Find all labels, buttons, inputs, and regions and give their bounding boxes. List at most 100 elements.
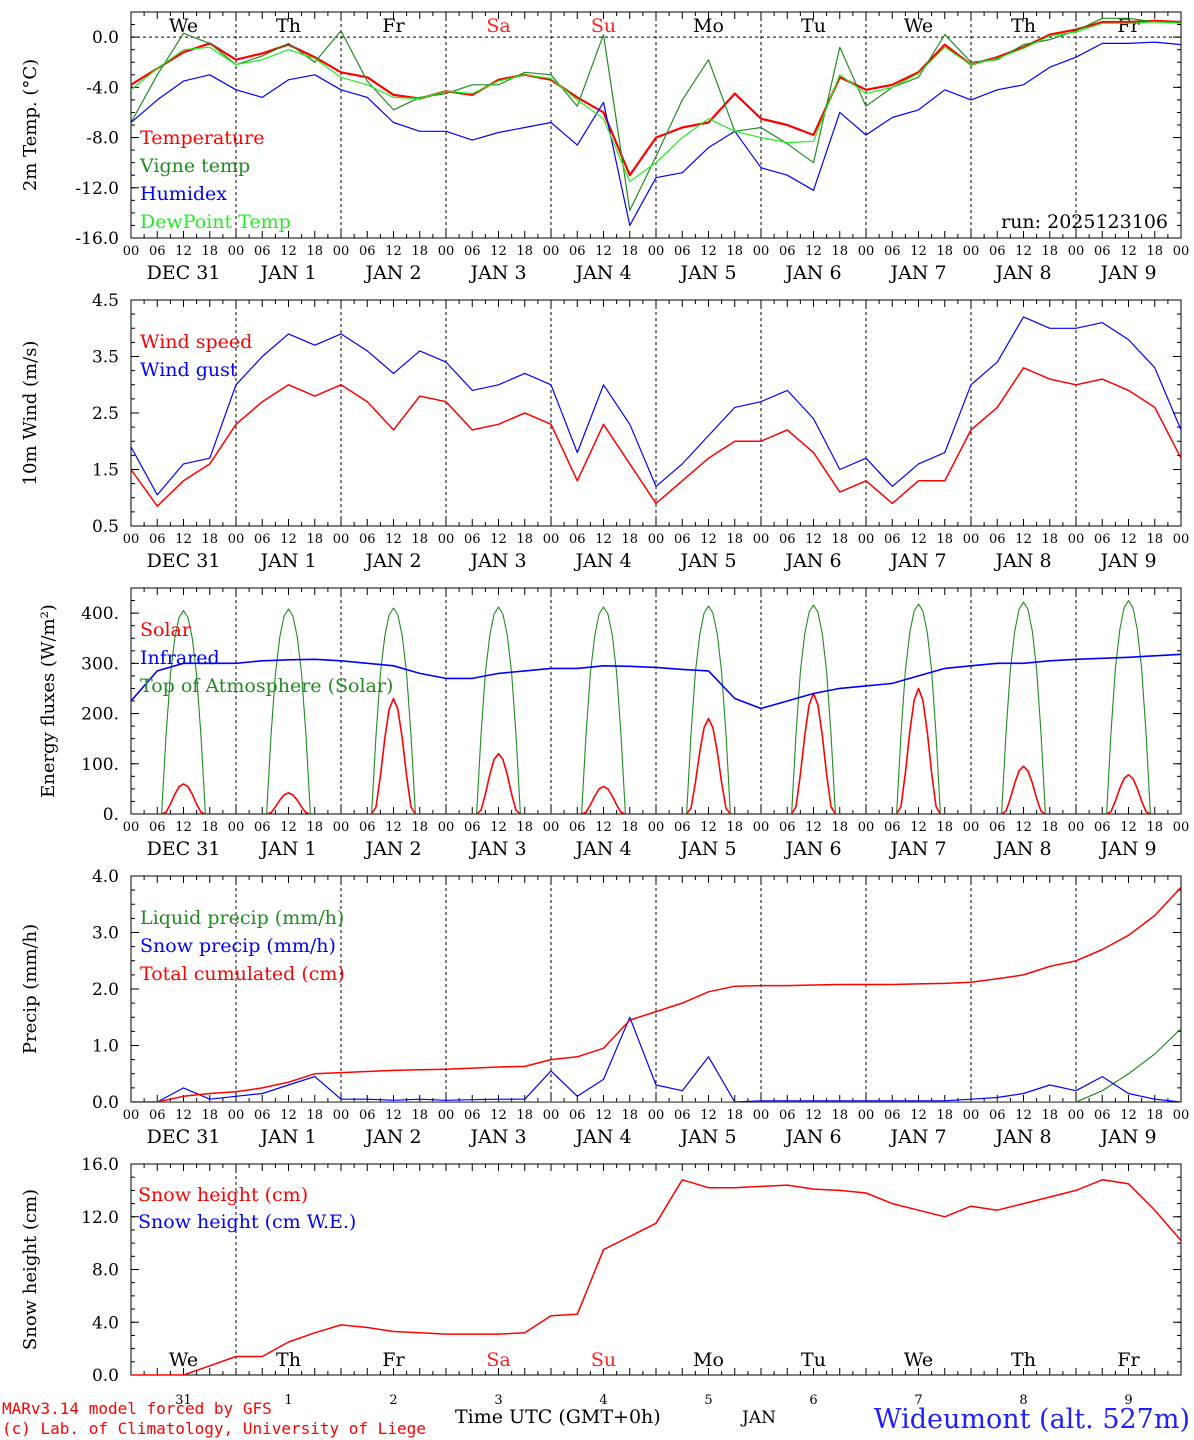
hour-label: 06	[464, 532, 481, 547]
y-tick-label: 0.0	[92, 1093, 119, 1113]
y-tick-label: -4.0	[86, 78, 119, 98]
weekday-label: Mo	[693, 15, 724, 37]
weekday-label: We	[904, 15, 933, 37]
legend-top-of-atmosphere-solar-: Top of Atmosphere (Solar)	[140, 675, 393, 697]
hour-label: 12	[700, 532, 717, 547]
hour-label: 06	[359, 532, 376, 547]
hour-label: 00	[1173, 1108, 1190, 1123]
day-number-label: 31	[175, 1393, 192, 1408]
hour-label: 12	[1015, 532, 1032, 547]
hour-label: 12	[175, 1108, 192, 1123]
hour-label: 12	[280, 820, 297, 835]
date-label: JAN 5	[678, 1126, 736, 1148]
date-label: DEC 31	[147, 838, 221, 860]
y-tick-label: 4.5	[92, 291, 119, 311]
y-axis-label: 2m Temp. (°C)	[20, 59, 41, 191]
hour-label: 18	[306, 1108, 323, 1123]
y-tick-label: 200.	[81, 705, 119, 725]
hour-label: 18	[726, 244, 743, 259]
hour-label: 18	[411, 244, 428, 259]
hour-label: 00	[1173, 244, 1190, 259]
legend-wind-speed: Wind speed	[140, 331, 252, 353]
hour-label: 18	[306, 532, 323, 547]
y-tick-label: 1.0	[92, 1037, 119, 1057]
panel-temp: 0.0 -4.0 -8.0 -12.0 -16.0 2m Temp. (°C) 00 06 12…	[20, 11, 1190, 284]
hour-label: 00	[438, 244, 455, 259]
date-label: JAN 7	[888, 262, 946, 284]
wind-speedline	[131, 367, 1181, 507]
hour-label: 06	[989, 244, 1006, 259]
hour-label: 06	[1094, 244, 1111, 259]
weekday-label: We	[169, 15, 198, 37]
hour-label: 12	[490, 1108, 507, 1123]
dewpoint-templine	[131, 21, 1181, 183]
hour-label: 06	[1094, 820, 1111, 835]
hour-label: 06	[464, 1108, 481, 1123]
legend-infrared: Infrared	[140, 647, 220, 669]
hour-label: 18	[516, 1108, 533, 1123]
y-tick-label: 1.5	[92, 461, 119, 481]
hour-label: 00	[1068, 1108, 1085, 1123]
day-number-label: 9	[1124, 1393, 1132, 1408]
hour-label: 18	[1041, 244, 1058, 259]
temperatureline	[131, 19, 1181, 177]
date-label: JAN 7	[888, 1126, 946, 1148]
y-tick-label: 2.0	[92, 980, 119, 1000]
hour-label: 00	[333, 532, 350, 547]
legend-dewpoint-temp: DewPoint Temp	[140, 211, 291, 233]
hour-label: 00	[333, 1108, 350, 1123]
hour-label: 12	[280, 1108, 297, 1123]
y-axis-label: Precip (mm/h)	[20, 924, 41, 1054]
credit-line-1: MARv3.14 model forced by GFS	[2, 1399, 272, 1418]
y-axis-label: Snow height (cm)	[20, 1189, 41, 1350]
hour-label: 18	[306, 244, 323, 259]
hour-label: 12	[490, 244, 507, 259]
hour-label: 00	[753, 820, 770, 835]
date-label: JAN 4	[573, 1126, 631, 1148]
date-label: JAN 1	[258, 1126, 316, 1148]
humidexline	[131, 41, 1181, 226]
hour-label: 18	[621, 532, 638, 547]
legend-vigne-temp: Vigne temp	[139, 155, 250, 177]
day-number-label: 5	[704, 1393, 712, 1408]
station-label: Wideumont (alt. 527m)	[874, 1404, 1190, 1435]
hour-label: 06	[569, 820, 586, 835]
panel-wind: 4.5 3.5 2.5 1.5 0.5 10m Wind (m/s) 00 06 12 18 DEC…	[20, 291, 1189, 572]
y-axis-label: 10m Wind (m/s)	[20, 341, 41, 486]
date-label: JAN 5	[678, 550, 736, 572]
hour-label: 12	[595, 1108, 612, 1123]
date-label: JAN 1	[258, 262, 316, 284]
hour-label: 06	[464, 820, 481, 835]
y-tick-label: 3.5	[92, 348, 119, 368]
hour-label: 12	[805, 532, 822, 547]
legend-total-cumulated-cm-: Total cumulated (cm)	[140, 963, 345, 985]
weekday-label: Mo	[693, 1349, 724, 1371]
hour-label: 06	[674, 244, 691, 259]
weekday-label: Th	[1011, 1349, 1036, 1371]
hour-label: 00	[228, 1108, 245, 1123]
date-label: JAN 3	[468, 838, 526, 860]
legend-snow-precip-mm-h-: Snow precip (mm/h)	[140, 935, 336, 957]
hour-label: 06	[989, 820, 1006, 835]
hour-label: 00	[1068, 244, 1085, 259]
date-label: JAN 5	[678, 838, 736, 860]
hour-label: 06	[674, 820, 691, 835]
hour-label: 18	[201, 244, 218, 259]
day-number-label: 2	[389, 1393, 397, 1408]
date-label: JAN 4	[573, 838, 631, 860]
hour-label: 00	[963, 820, 980, 835]
hour-label: 06	[779, 820, 796, 835]
hour-label: 00	[753, 1108, 770, 1123]
weekday-label: Tu	[801, 1349, 826, 1371]
hour-label: 00	[543, 532, 560, 547]
hour-label: 18	[726, 820, 743, 835]
hour-label: 06	[989, 1108, 1006, 1123]
date-label: JAN 7	[888, 550, 946, 572]
date-label: DEC 31	[147, 262, 221, 284]
hour-label: 06	[149, 532, 166, 547]
hour-label: 00	[858, 1108, 875, 1123]
weekday-label: Tu	[801, 15, 826, 37]
date-label: JAN 7	[888, 838, 946, 860]
hour-label: 00	[123, 1108, 140, 1123]
